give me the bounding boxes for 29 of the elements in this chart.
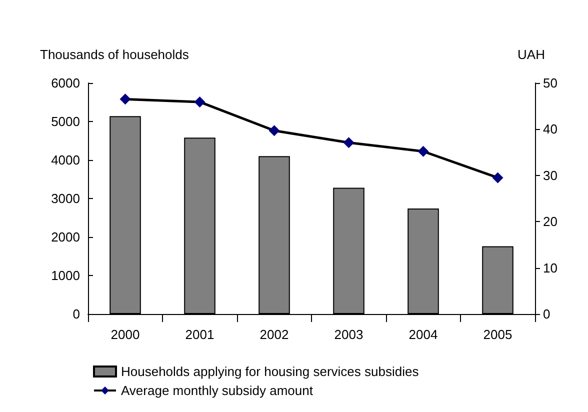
y-tick-label: 0 (72, 306, 80, 322)
y-tick-label: 6000 (51, 76, 80, 90)
point (120, 94, 131, 105)
point (194, 96, 206, 108)
y-tick-label: 5000 (51, 114, 80, 129)
y2-tick-label: 50 (543, 76, 558, 90)
x-tick-label: 2004 (408, 327, 438, 342)
y2-axis-title: UAH (518, 47, 545, 62)
y2-tick-label: 20 (543, 214, 558, 230)
point (343, 137, 354, 148)
y2-tick-label: 40 (543, 122, 558, 137)
y2-tick-label: 0 (543, 306, 550, 322)
y2-tick-label: 30 (543, 168, 558, 183)
legend-label: Households applying for housing services subsidies (121, 364, 420, 379)
y-tick-label: 4000 (51, 152, 80, 168)
x-tick-label: 2000 (110, 327, 140, 342)
legend-label: Average monthly subsidy amount (121, 383, 314, 398)
y-tick-label: 1000 (51, 268, 80, 283)
y-axis-title: Thousands of households (40, 47, 190, 62)
x-tick-label: 2002 (260, 327, 289, 342)
y-tick-label: 3000 (51, 191, 80, 206)
point (268, 125, 280, 136)
point (418, 146, 429, 157)
point (492, 172, 504, 184)
x-tick-label: 2005 (483, 327, 512, 342)
y2-tick-label: 10 (543, 260, 558, 276)
y-tick-label: 2000 (51, 230, 80, 244)
x-tick-label: 2003 (334, 327, 364, 342)
x-tick-label: 2001 (185, 327, 214, 342)
